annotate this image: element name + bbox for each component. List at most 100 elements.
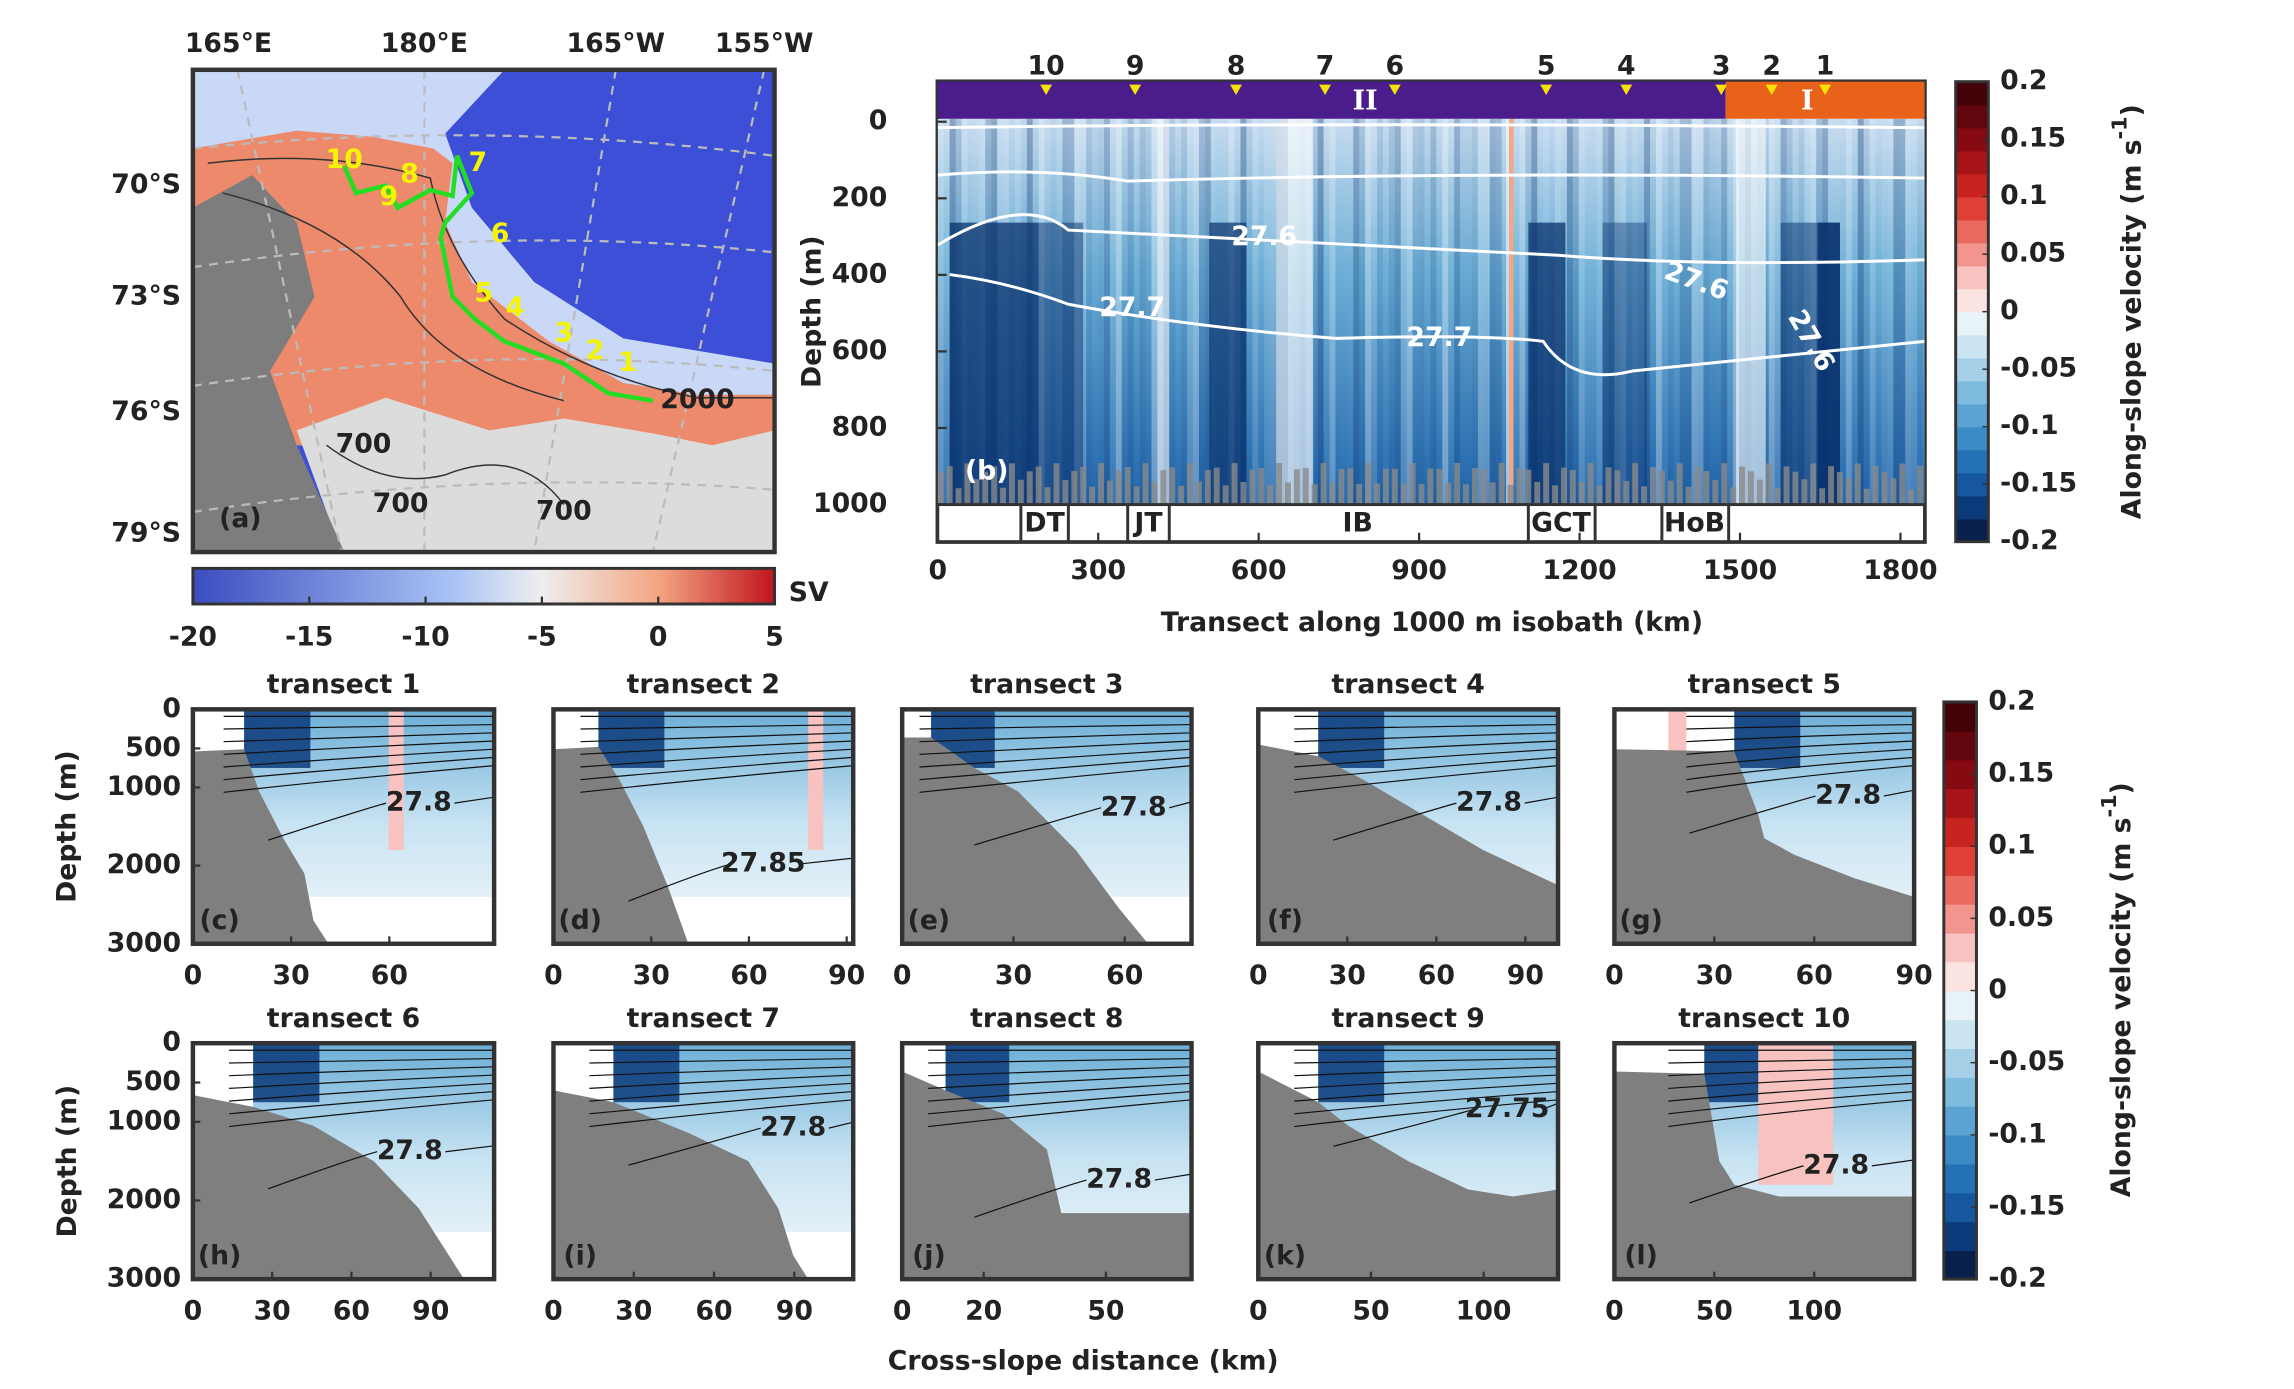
section-stripe xyxy=(1513,118,1520,505)
x-tick-label: 0 xyxy=(1249,960,1268,991)
section-stripe xyxy=(1418,118,1425,505)
transect-contour xyxy=(589,1074,854,1089)
y-tick-label: 1000 xyxy=(107,771,181,802)
transect-frame xyxy=(1256,1040,1561,1282)
colorbar-tick-label: 0.2 xyxy=(1988,685,2035,716)
map-station-label: 4 xyxy=(506,292,525,323)
x-tick-label: 30 xyxy=(1329,960,1366,991)
section-stripe xyxy=(1596,118,1603,505)
x-tick-label: 50 xyxy=(1087,1295,1124,1326)
section-light-band xyxy=(1506,118,1511,505)
section-stripe xyxy=(1590,118,1597,505)
station-label: 4 xyxy=(1617,50,1636,81)
section-bottom xyxy=(1587,463,1594,505)
section-bottom xyxy=(1106,480,1113,505)
colorbar-tick-label: -5 xyxy=(527,622,557,653)
colorbar-segment xyxy=(1943,1163,1977,1194)
section-stripe xyxy=(1620,118,1627,505)
region-label: II xyxy=(1353,85,1378,116)
section-stripe xyxy=(937,118,944,505)
section-bottom xyxy=(1053,463,1060,505)
panel-label: (g) xyxy=(1619,905,1663,936)
panel-label: (h) xyxy=(198,1240,241,1271)
section-bottom xyxy=(1890,478,1897,505)
transect-title: transect 5 xyxy=(1688,669,1841,700)
section-dark-band xyxy=(1817,222,1840,505)
transect-frame xyxy=(1612,1040,1917,1282)
transect-field: 27.8 xyxy=(1258,709,1559,944)
section-stripe xyxy=(1365,118,1372,505)
transect-contour xyxy=(223,765,495,793)
colorbar-tick-label: -0.05 xyxy=(2000,353,2077,384)
colorbar-segment xyxy=(1943,1250,1977,1280)
map-station-label: 2 xyxy=(586,335,605,366)
section-bottom xyxy=(1854,463,1861,505)
section-bottom xyxy=(1507,484,1514,505)
x-tick-label: 60 xyxy=(695,1295,732,1326)
station-marker xyxy=(1540,84,1553,96)
station-label: 5 xyxy=(1537,50,1556,81)
section-field: 27.627.727.727.627.6 xyxy=(937,118,1925,505)
transect-contour xyxy=(229,1057,495,1064)
section-bottom xyxy=(1783,466,1790,505)
feature-label: GCT xyxy=(1531,507,1591,538)
transect-contour xyxy=(589,1090,854,1115)
section-stripe xyxy=(1264,118,1271,505)
transect-contour xyxy=(589,1057,854,1064)
transect-contour xyxy=(1686,748,1915,768)
panel-label: (i) xyxy=(563,1240,597,1271)
lat-label: 73°S xyxy=(111,280,181,311)
transect-contour xyxy=(1294,1082,1559,1102)
transect-contour xyxy=(1294,748,1559,768)
section-stripe xyxy=(1899,118,1906,505)
section-stripe xyxy=(1376,118,1383,505)
section-stripe xyxy=(1614,118,1621,505)
section-bottom xyxy=(1080,466,1087,505)
transect-contour xyxy=(223,740,495,755)
colorbar-segment xyxy=(1943,1105,1977,1136)
transect-warm xyxy=(388,709,404,851)
lon-label: 165°W xyxy=(567,28,666,59)
section-contour xyxy=(937,213,1925,265)
station-marker xyxy=(1230,84,1242,96)
x-tick-label: 60 xyxy=(1106,960,1143,991)
x-tick-label: 30 xyxy=(1696,960,1733,991)
isobath-label: 700 xyxy=(336,429,392,460)
section-stripe xyxy=(1863,118,1870,505)
transect-contour xyxy=(1294,1057,1559,1064)
colorbar-label: SV xyxy=(789,577,829,608)
section-stripe xyxy=(1400,118,1407,505)
x-tick-label: 50 xyxy=(1696,1295,1733,1326)
lat-label: 70°S xyxy=(111,169,181,200)
x-tick-label: 100 xyxy=(1456,1295,1512,1326)
station-marker xyxy=(1319,84,1331,96)
section-light-band xyxy=(1157,118,1170,505)
map xyxy=(192,69,775,553)
colorbar-segment xyxy=(1955,311,1989,336)
lat-label: 76°S xyxy=(111,396,181,427)
section-bottom xyxy=(1044,487,1051,505)
section-stripe xyxy=(1204,118,1211,505)
section-bottom xyxy=(1142,463,1149,505)
section-dark-band xyxy=(1528,222,1566,505)
x-tick-label: 90 xyxy=(828,960,865,991)
section-bottom xyxy=(1000,487,1007,505)
transect-bathymetry xyxy=(902,1071,1192,1280)
section-bottom xyxy=(1792,471,1799,505)
section-bottom xyxy=(1009,463,1015,505)
section-bottom xyxy=(1899,463,1906,505)
transect-contour xyxy=(228,1099,495,1128)
section-stripe xyxy=(1661,118,1668,505)
section-bottom xyxy=(1650,467,1656,505)
y-tick-label: 1000 xyxy=(107,1105,181,1136)
x-tick-label: 100 xyxy=(1786,1295,1842,1326)
section-bottom xyxy=(1374,483,1380,505)
transect-bathymetry xyxy=(192,1095,464,1280)
panel-label: (b) xyxy=(965,455,1009,486)
section-bottom xyxy=(1498,463,1505,505)
transect-contour xyxy=(580,740,854,755)
panel-label: (f) xyxy=(1267,905,1303,936)
colorbar-tick-label: 0.15 xyxy=(1988,758,2054,789)
section-stripe xyxy=(1697,118,1704,505)
